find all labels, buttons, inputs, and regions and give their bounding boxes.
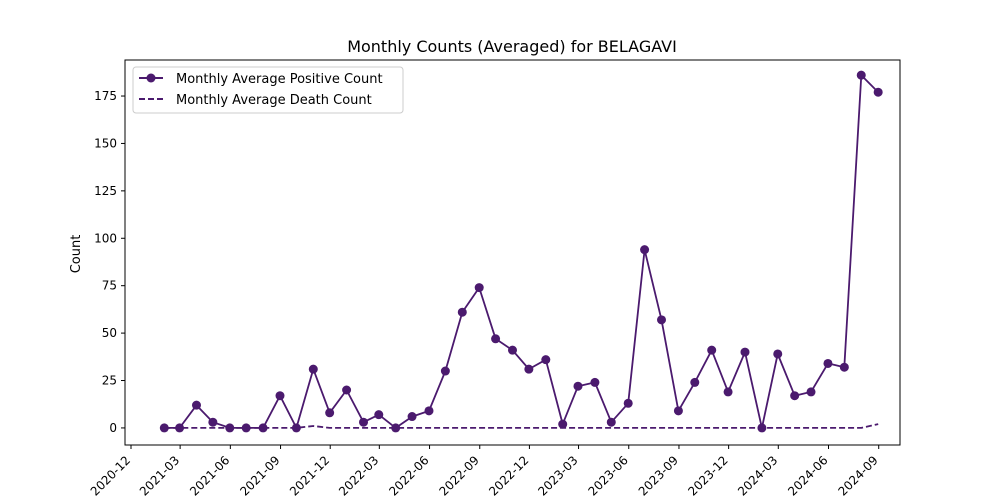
data-point xyxy=(856,70,866,80)
series-line-0 xyxy=(164,74,879,429)
x-tick-label: 2023-09 xyxy=(636,453,681,498)
legend-label-positive: Monthly Average Positive Count xyxy=(176,72,383,87)
data-point xyxy=(374,410,384,420)
data-point xyxy=(690,377,700,387)
data-point xyxy=(407,412,417,422)
data-point xyxy=(640,245,650,255)
x-axis: 2020-12 2021-03 2021-06 2021-09 2021-12 2022-… xyxy=(88,445,881,499)
data-point xyxy=(873,87,883,97)
data-point xyxy=(291,423,301,433)
data-point xyxy=(308,364,318,374)
legend-label-death: Monthly Average Death Count xyxy=(176,93,372,108)
data-point xyxy=(342,385,352,395)
chart-title: Monthly Counts (Averaged) for BELAGAVI xyxy=(347,37,677,56)
x-tick-label: 2024-09 xyxy=(835,453,880,498)
data-point xyxy=(391,423,401,433)
data-point xyxy=(275,391,285,401)
plot-frame xyxy=(124,59,901,446)
data-point xyxy=(208,417,218,427)
data-point xyxy=(359,417,369,427)
legend-marker-positive xyxy=(146,73,156,83)
data-point xyxy=(258,423,268,433)
data-point xyxy=(673,406,683,416)
y-tick-label: 25 xyxy=(102,374,117,388)
data-point xyxy=(656,315,666,325)
x-tick-label: 2023-03 xyxy=(535,453,580,498)
data-point xyxy=(740,347,750,357)
data-point xyxy=(491,334,501,344)
y-axis-label: Count xyxy=(69,235,84,274)
data-point xyxy=(457,307,467,317)
data-point xyxy=(806,387,816,397)
data-point xyxy=(623,398,633,408)
legend-box xyxy=(132,66,404,114)
x-tick-label: 2021-09 xyxy=(237,453,282,498)
x-tick-label: 2024-06 xyxy=(785,453,830,498)
data-point xyxy=(424,406,434,416)
data-point xyxy=(191,400,201,410)
data-point xyxy=(823,358,833,368)
x-tick-label: 2023-12 xyxy=(685,453,730,498)
data-point xyxy=(175,423,185,433)
y-tick-label: 0 xyxy=(109,421,117,435)
y-tick-label: 175 xyxy=(94,89,117,103)
y-tick-label: 50 xyxy=(102,326,117,340)
x-tick-label: 2021-06 xyxy=(187,453,232,498)
data-point xyxy=(508,345,517,355)
legend: Monthly Average Positive Count Monthly A… xyxy=(132,66,404,114)
y-tick-label: 125 xyxy=(94,184,117,198)
series-line-1 xyxy=(164,423,879,429)
data-point xyxy=(723,387,733,397)
data-point xyxy=(474,283,484,293)
data-point xyxy=(839,362,849,372)
data-point xyxy=(524,364,534,374)
data-point xyxy=(159,423,169,433)
x-tick-label: 2022-09 xyxy=(437,453,482,498)
x-tick-label: 2021-03 xyxy=(137,453,182,498)
data-point xyxy=(573,381,583,391)
data-point xyxy=(606,417,616,427)
x-tick-label: 2022-06 xyxy=(386,453,431,498)
x-tick-label: 2021-12 xyxy=(287,453,332,498)
x-tick-label: 2023-06 xyxy=(586,453,631,498)
y-tick-label: 75 xyxy=(102,279,117,293)
y-axis: 0 25 50 75 100 125 150 175 xyxy=(94,89,125,435)
data-point xyxy=(440,366,450,376)
data-point xyxy=(773,349,783,359)
x-tick-label: 2022-12 xyxy=(486,453,531,498)
x-tick-label: 2020-12 xyxy=(88,453,133,498)
x-tick-label: 2022-03 xyxy=(336,453,381,498)
x-tick-label: 2024-03 xyxy=(735,453,780,498)
data-point xyxy=(325,408,335,418)
data-point xyxy=(558,419,568,429)
plot-marks xyxy=(159,70,883,433)
data-point xyxy=(790,391,800,401)
y-tick-label: 100 xyxy=(94,231,117,245)
y-tick-label: 150 xyxy=(94,136,117,150)
data-point xyxy=(541,355,551,365)
data-point xyxy=(590,377,600,387)
data-point xyxy=(707,345,717,355)
